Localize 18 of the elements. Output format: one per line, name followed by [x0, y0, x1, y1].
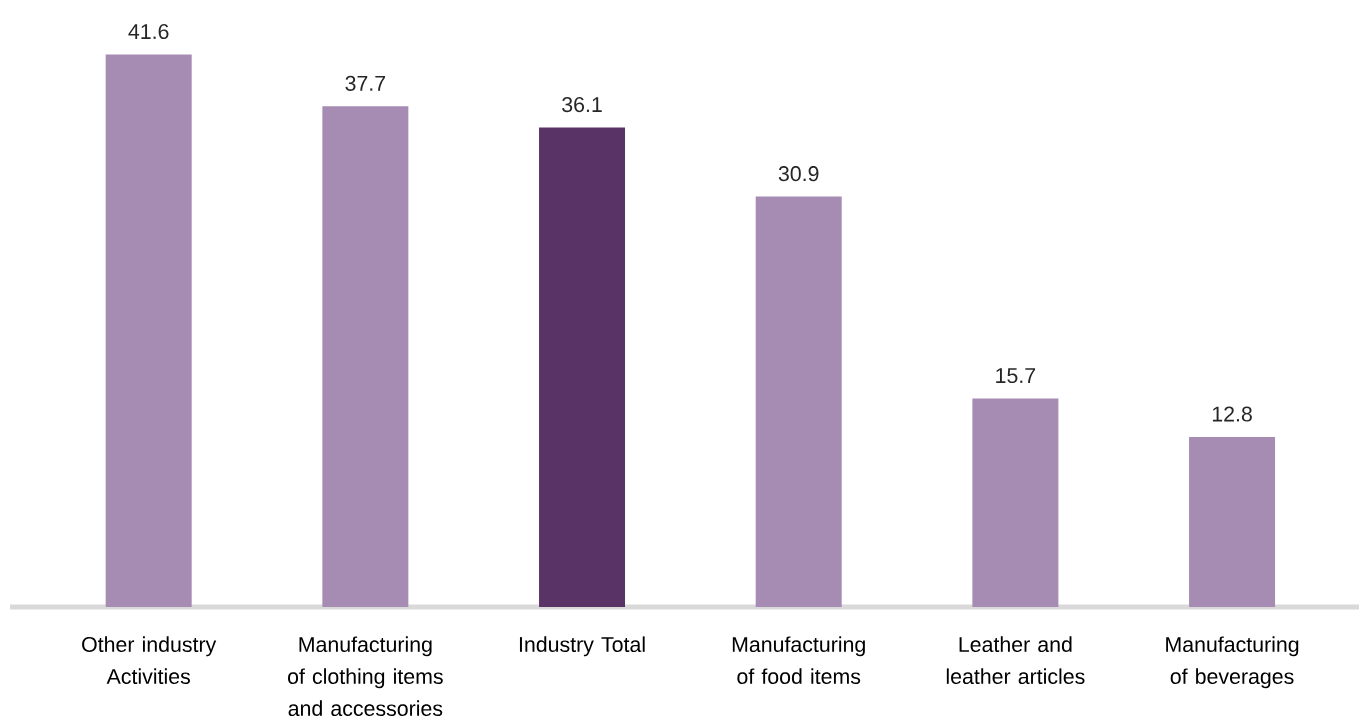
data-label: 36.1 — [562, 97, 602, 113]
data-label: 15.7 — [996, 368, 1036, 384]
bar — [539, 127, 626, 607]
bar — [1189, 436, 1276, 607]
bar — [105, 54, 192, 607]
bar — [322, 106, 409, 607]
x-tick-label: Manufacturing of beverages — [1166, 636, 1299, 689]
bar — [755, 196, 842, 607]
data-label: 41.6 — [128, 23, 169, 40]
x-tick-label: Manufacturing of clothing items and accessories — [288, 636, 443, 717]
x-tick-label: Manufacturing of food items — [732, 636, 865, 685]
x-tick-label: Industry Total — [519, 636, 645, 657]
data-label: 30.9 — [778, 166, 819, 182]
bar — [972, 398, 1059, 607]
data-label: 37.7 — [345, 75, 386, 91]
data-label: 12.8 — [1212, 406, 1252, 422]
x-tick-label: Other industry Activities — [82, 636, 217, 685]
x-tick-label: Leather and leather articles — [946, 636, 1085, 685]
